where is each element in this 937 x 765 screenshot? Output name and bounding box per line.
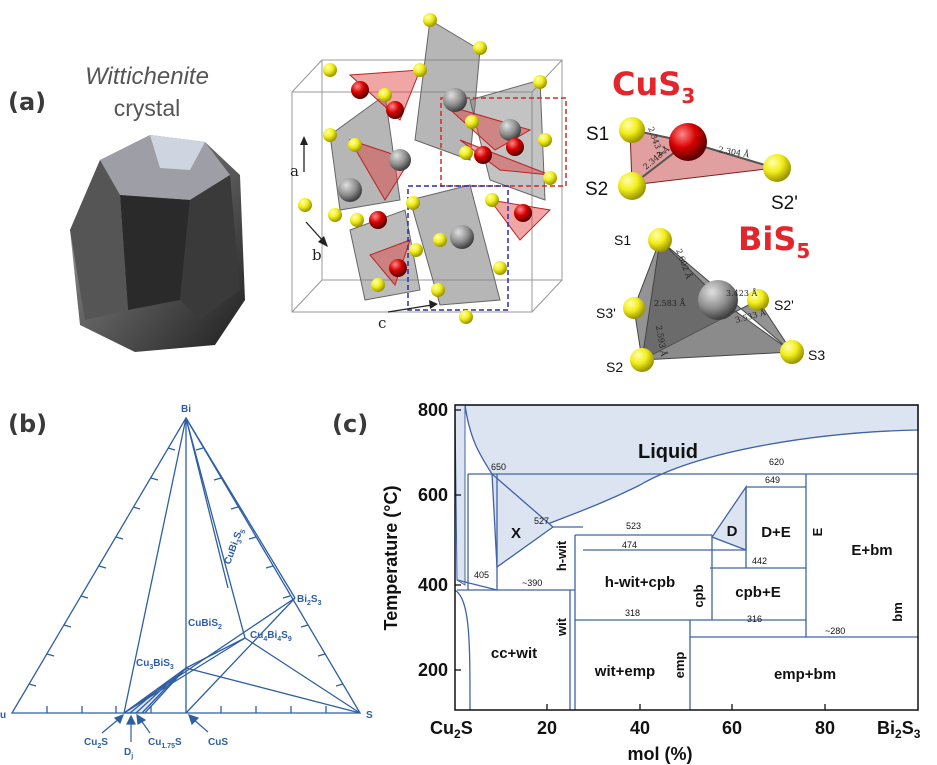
temp-650: 650 bbox=[491, 462, 506, 472]
axis-c-label: c bbox=[378, 314, 386, 332]
bis5-s1-label: S1 bbox=[614, 232, 631, 248]
d-region bbox=[711, 484, 747, 551]
copper-atoms bbox=[351, 81, 532, 277]
y-tick-200: 200 bbox=[418, 660, 448, 680]
field-d-plus-e: D+E bbox=[761, 524, 791, 541]
temp-474: 474 bbox=[622, 540, 637, 550]
field-wit: wit bbox=[554, 617, 569, 637]
axis-b-label: b bbox=[312, 246, 322, 264]
field-d: D bbox=[727, 523, 738, 540]
panel-a-label: (a) bbox=[8, 88, 46, 116]
phase-boundaries bbox=[454, 473, 918, 711]
bis5-dist-4: 3.423 Å bbox=[726, 289, 757, 298]
panel-a: (a) Wittichenite crystal bbox=[8, 13, 825, 375]
field-e-plus-bm: E+bm bbox=[851, 542, 892, 559]
x-tick-20: 20 bbox=[537, 718, 557, 738]
temp-527: 527 bbox=[534, 516, 549, 526]
cus3-s1-label: S1 bbox=[586, 124, 609, 145]
temp-318: 318 bbox=[625, 608, 640, 618]
temp-280: ~280 bbox=[825, 626, 845, 636]
temp-316: 316 bbox=[747, 614, 762, 624]
crystal-structure: a b c bbox=[290, 13, 567, 332]
temperature-labels: 650 620 649 527 523 474 442 405 ~390 318… bbox=[474, 457, 845, 636]
temp-523: 523 bbox=[626, 521, 641, 531]
mineral-subtitle: crystal bbox=[114, 95, 180, 121]
phase-cu4bi4s9: Cu4Bi4S9 bbox=[250, 630, 292, 643]
temp-405: 405 bbox=[474, 570, 489, 580]
bis5-title: BiS5 bbox=[738, 220, 810, 263]
cus3-selection-box bbox=[440, 97, 567, 187]
panel-b-label: (b) bbox=[8, 410, 47, 438]
ternary-lines bbox=[10, 416, 362, 714]
phase-cubis2: CuBiS2 bbox=[188, 618, 222, 631]
bis5-s2-label: S2 bbox=[606, 359, 623, 375]
temp-390: ~390 bbox=[522, 578, 542, 588]
bis5-selection-box bbox=[407, 185, 509, 311]
field-emp: emp bbox=[672, 652, 687, 679]
field-cpb: cpb bbox=[691, 584, 706, 607]
ternary-apex-bi: Bi bbox=[181, 404, 191, 415]
phase-cubi3s5: CuBi3S5 bbox=[222, 527, 247, 567]
cus3-detail: CuS3 S1 S2 S2' 2.343 Å 2.343 Å 2.304 Å bbox=[585, 65, 798, 214]
temp-442: 442 bbox=[752, 556, 767, 566]
x-right-endmember: Bi2S3 bbox=[877, 718, 921, 741]
field-h-wit: h-wit bbox=[554, 540, 569, 571]
field-h-wit-plus-cpb: h-wit+cpb bbox=[605, 574, 675, 591]
cus3-s2-label: S2 bbox=[585, 179, 608, 200]
bis5-s3-label: S3 bbox=[808, 347, 825, 363]
bis5-detail: BiS5 S1 S3' S2 S2' S3 2.602 Å 2.583 Å 2.… bbox=[596, 220, 825, 375]
bottom-cus: CuS bbox=[208, 737, 228, 748]
ternary-arrows bbox=[101, 713, 209, 742]
cus3-title: CuS3 bbox=[612, 65, 695, 108]
mineral-name: Wittichenite bbox=[85, 63, 209, 90]
temp-649: 649 bbox=[765, 475, 780, 485]
field-bm: bm bbox=[890, 602, 905, 622]
field-liquid: Liquid bbox=[638, 441, 698, 463]
field-cpb-plus-e: cpb+E bbox=[735, 584, 780, 601]
field-x: X bbox=[511, 525, 521, 542]
panel-c-label: (c) bbox=[332, 410, 368, 438]
x-axis-label: mol (%) bbox=[628, 744, 693, 764]
bottom-cu2s: Cu2S bbox=[84, 737, 108, 750]
liquid-region bbox=[455, 404, 919, 528]
x-left-endmember: Cu2S bbox=[430, 718, 473, 741]
y-tick-800: 800 bbox=[418, 400, 448, 420]
phase-bi2s3: Bi2S3 bbox=[297, 594, 322, 607]
bis5-s3prime-label: S3' bbox=[596, 305, 616, 321]
axis-ticks bbox=[455, 409, 826, 710]
bis5-s2prime-label: S2' bbox=[774, 297, 794, 313]
ternary-left-corner: u bbox=[0, 710, 6, 721]
y-tick-400: 400 bbox=[418, 575, 448, 595]
y-axis-label: Temperature (°C) bbox=[381, 486, 401, 631]
field-e: E bbox=[810, 527, 825, 536]
y-tick-600: 600 bbox=[418, 485, 448, 505]
field-cc-plus-wit: cc+wit bbox=[491, 645, 537, 662]
temp-620: 620 bbox=[769, 457, 784, 467]
panel-b: (b) bbox=[0, 404, 373, 760]
phase-cu3bis3: Cu3BiS3 bbox=[136, 658, 174, 671]
bottom-cu175s: Cu1.75S bbox=[148, 737, 182, 750]
ternary-right-corner: S bbox=[366, 710, 373, 721]
panel-c: (c) bbox=[332, 400, 921, 764]
cus3-s2prime-label: S2' bbox=[771, 193, 798, 214]
x-tick-40: 40 bbox=[630, 718, 650, 738]
bottom-dj: Dj bbox=[124, 747, 133, 760]
bis5-dist-2: 2.583 Å bbox=[654, 299, 685, 308]
crystal-image bbox=[70, 135, 245, 352]
x-tick-60: 60 bbox=[722, 718, 742, 738]
field-wit-plus-emp: wit+emp bbox=[594, 663, 655, 680]
x-tick-80: 80 bbox=[815, 718, 835, 738]
sulfur-atoms bbox=[298, 13, 557, 324]
x-region bbox=[491, 472, 555, 569]
field-emp-plus-bm: emp+bm bbox=[774, 666, 836, 683]
plot-frame bbox=[454, 404, 919, 711]
bismuth-atoms bbox=[338, 88, 521, 249]
axis-a-label: a bbox=[290, 162, 299, 180]
